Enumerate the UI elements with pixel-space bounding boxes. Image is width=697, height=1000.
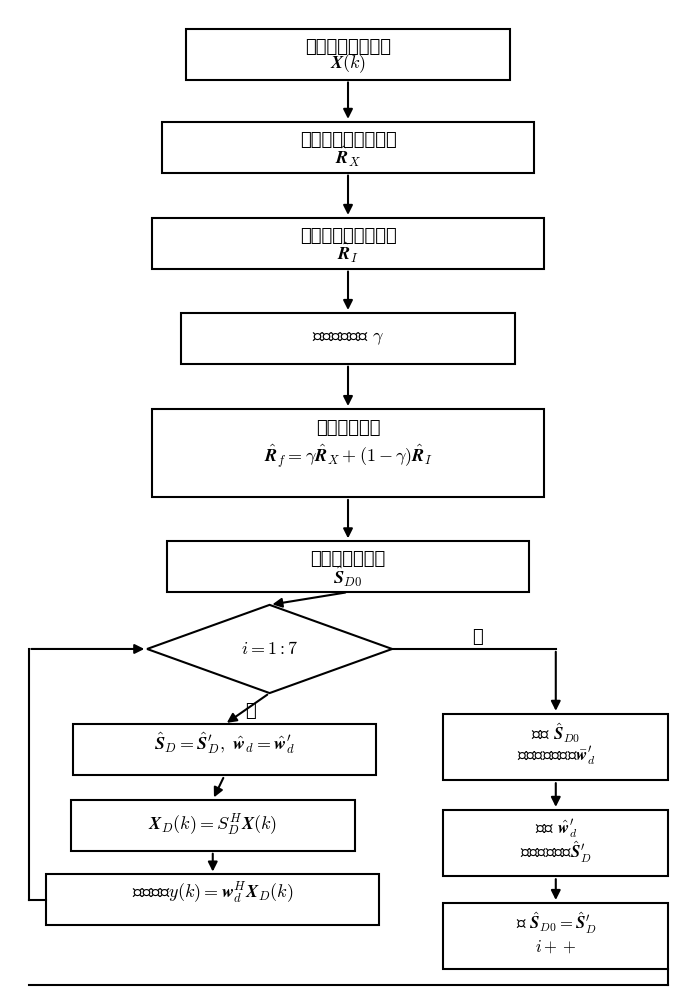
Text: $\boldsymbol{X}_D(k) = S_D^H \boldsymbol{X}(k)$: $\boldsymbol{X}_D(k) = S_D^H \boldsymbol… [148,813,277,838]
Text: 是: 是 [472,628,483,646]
Text: $\hat{\boldsymbol{R}}_X$: $\hat{\boldsymbol{R}}_X$ [335,145,361,169]
Text: 固定 $\hat{\boldsymbol{w}}_d^{\prime}$: 固定 $\hat{\boldsymbol{w}}_d^{\prime}$ [535,818,577,841]
Text: $\hat{\boldsymbol{S}}_{D0}$: $\hat{\boldsymbol{S}}_{D0}$ [333,564,362,589]
FancyBboxPatch shape [46,874,379,925]
Text: 否: 否 [245,702,255,720]
FancyBboxPatch shape [152,409,544,497]
Text: 阵列天线接收数据: 阵列天线接收数据 [305,38,391,56]
FancyBboxPatch shape [443,810,668,876]
Text: 重构先验协方差矩阵: 重构先验协方差矩阵 [300,227,397,245]
FancyBboxPatch shape [162,122,534,173]
Text: 优化降维矩阵$\hat{\boldsymbol{S}}_D^{\prime}$: 优化降维矩阵$\hat{\boldsymbol{S}}_D^{\prime}$ [520,840,592,865]
Text: 令 $\hat{\boldsymbol{S}}_{D0} = \hat{\boldsymbol{S}}_D^{\prime}$: 令 $\hat{\boldsymbol{S}}_{D0} = \hat{\bol… [516,911,596,936]
FancyBboxPatch shape [443,714,668,780]
FancyBboxPatch shape [70,800,355,851]
Text: 初始化降维矩阵: 初始化降维矩阵 [310,550,385,568]
FancyBboxPatch shape [181,313,514,364]
Text: $\boldsymbol{X}(k)$: $\boldsymbol{X}(k)$ [330,53,366,75]
Text: 固定 $\hat{\boldsymbol{S}}_{D0}$: 固定 $\hat{\boldsymbol{S}}_{D0}$ [531,721,581,745]
FancyBboxPatch shape [152,218,544,269]
FancyBboxPatch shape [72,724,376,775]
Text: $i++$: $i++$ [535,938,576,956]
Text: $\hat{\boldsymbol{R}}_f = \gamma\hat{\boldsymbol{R}}_X + (1-\gamma)\hat{\boldsym: $\hat{\boldsymbol{R}}_f = \gamma\hat{\bo… [263,442,433,470]
Polygon shape [147,605,392,693]
Text: $i=1:7$: $i=1:7$ [240,640,298,658]
Text: 加权融合处理: 加权融合处理 [316,419,381,437]
FancyBboxPatch shape [443,903,668,969]
Text: 优化降维权矢量$\bar{\boldsymbol{w}}_d^{\prime}$: 优化降维权矢量$\bar{\boldsymbol{w}}_d^{\prime}$ [516,745,595,768]
Text: 计算加权系数 $\gamma$: 计算加权系数 $\gamma$ [312,329,384,347]
Text: $\hat{\boldsymbol{R}}_I$: $\hat{\boldsymbol{R}}_I$ [337,241,359,265]
FancyBboxPatch shape [167,541,529,592]
Text: $\hat{\boldsymbol{S}}_D = \hat{\boldsymbol{S}}_D^{\prime},\ \hat{\boldsymbol{w}}: $\hat{\boldsymbol{S}}_D = \hat{\boldsymb… [154,730,295,756]
Text: 阵列输出$y(k) = \boldsymbol{w}_d^H \boldsymbol{X}_D(k)$: 阵列输出$y(k) = \boldsymbol{w}_d^H \boldsymb… [132,880,293,906]
FancyBboxPatch shape [186,29,510,80]
Text: 计算采样协方差矩阵: 计算采样协方差矩阵 [300,131,397,149]
